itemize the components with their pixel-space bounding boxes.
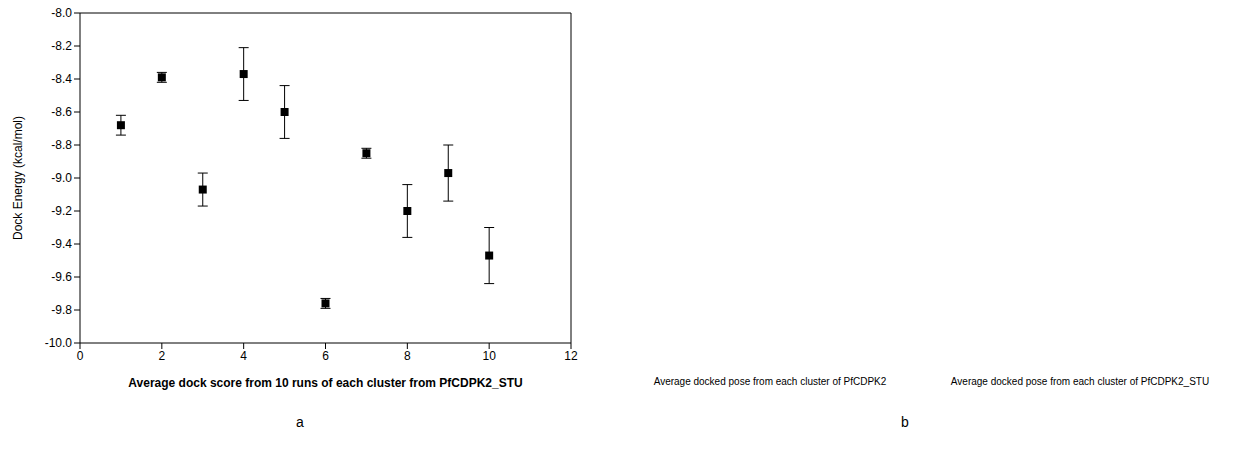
svg-text:2: 2 <box>158 349 165 363</box>
svg-text:-9.8: -9.8 <box>51 303 72 317</box>
svg-text:0: 0 <box>77 349 84 363</box>
html-text:a: a <box>296 414 304 430</box>
svg-text:-8.6: -8.6 <box>51 105 72 119</box>
svg-text:-9.2: -9.2 <box>51 204 72 218</box>
svg-text:12: 12 <box>564 349 578 363</box>
svg-text:-8.4: -8.4 <box>51 72 72 86</box>
svg-text:-9.4: -9.4 <box>51 237 72 251</box>
svg-text:Dock Energy (kcal/mol): Dock Energy (kcal/mol) <box>11 116 25 240</box>
svg-text:-8.2: -8.2 <box>51 39 72 53</box>
html-text:Average docked pose from each: Average docked pose from each cluster of… <box>950 376 1210 387</box>
svg-text:Average dock score from 10 run: Average dock score from 10 runs of each … <box>128 376 522 390</box>
svg-text:-10.0: -10.0 <box>45 336 73 350</box>
svg-text:4: 4 <box>240 349 247 363</box>
html-text:Average docked pose from each: Average docked pose from each cluster of… <box>653 376 887 387</box>
svg-text:-9.0: -9.0 <box>51 171 72 185</box>
svg-text:-8.0: -8.0 <box>51 6 72 20</box>
svg-text:10: 10 <box>482 349 496 363</box>
svg-text:-9.6: -9.6 <box>51 270 72 284</box>
svg-text:8: 8 <box>404 349 411 363</box>
svg-text:6: 6 <box>322 349 329 363</box>
html-text:b: b <box>901 414 909 430</box>
svg-text:-8.8: -8.8 <box>51 138 72 152</box>
